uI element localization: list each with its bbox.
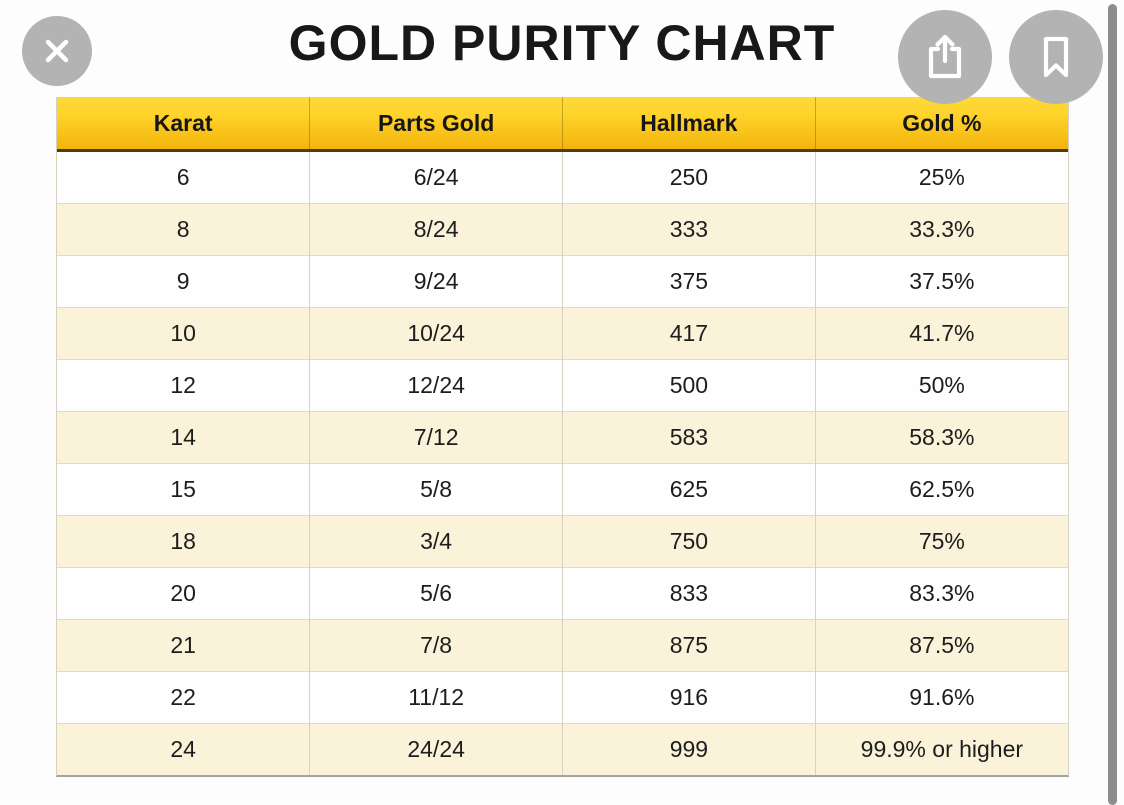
vertical-scrollbar[interactable]	[1108, 4, 1117, 805]
cell-gold-percent: 33.3%	[814, 203, 1068, 256]
bookmark-button[interactable]	[1009, 10, 1103, 104]
table-row: 14 7/12 583 58.3%	[57, 411, 1068, 464]
cell-gold-percent: 91.6%	[814, 671, 1068, 724]
table-row: 22 11/12 916 91.6%	[57, 671, 1068, 724]
share-icon	[921, 32, 969, 82]
cell-karat: 8	[57, 203, 310, 256]
cell-hallmark: 875	[562, 619, 816, 672]
cell-karat: 6	[57, 150, 310, 204]
cell-gold-percent: 58.3%	[814, 411, 1068, 464]
cell-karat: 15	[57, 463, 310, 516]
table-header-row: Karat Parts Gold Hallmark Gold %	[57, 97, 1068, 152]
close-button[interactable]	[22, 16, 92, 86]
cell-parts-gold: 7/12	[309, 411, 563, 464]
close-icon	[40, 34, 74, 68]
cell-gold-percent: 87.5%	[814, 619, 1068, 672]
cell-karat: 21	[57, 619, 310, 672]
cell-parts-gold: 11/12	[309, 671, 563, 724]
cell-hallmark: 750	[562, 515, 816, 568]
cell-gold-percent: 62.5%	[814, 463, 1068, 516]
column-header-hallmark: Hallmark	[562, 97, 816, 152]
cell-hallmark: 500	[562, 359, 816, 412]
cell-gold-percent: 99.9% or higher	[814, 723, 1068, 775]
table-row: 8 8/24 333 33.3%	[57, 203, 1068, 256]
cell-hallmark: 375	[562, 255, 816, 308]
share-button[interactable]	[898, 10, 992, 104]
cell-hallmark: 625	[562, 463, 816, 516]
cell-parts-gold: 8/24	[309, 203, 563, 256]
cell-parts-gold: 12/24	[309, 359, 563, 412]
cell-hallmark: 417	[562, 307, 816, 360]
cell-parts-gold: 5/6	[309, 567, 563, 620]
table-body: 6 6/24 250 25% 8 8/24 333 33.3% 9 9/24 375 37.5% 10 1…	[57, 150, 1068, 775]
cell-karat: 14	[57, 411, 310, 464]
table-row: 12 12/24 500 50%	[57, 359, 1068, 412]
table-row: 18 3/4 750 75%	[57, 515, 1068, 568]
cell-hallmark: 583	[562, 411, 816, 464]
column-header-gold-percent: Gold %	[814, 97, 1068, 152]
cell-gold-percent: 41.7%	[814, 307, 1068, 360]
cell-hallmark: 999	[562, 723, 816, 775]
page-title: GOLD PURITY CHART	[288, 15, 836, 71]
cell-hallmark: 916	[562, 671, 816, 724]
cell-gold-percent: 50%	[814, 359, 1068, 412]
cell-parts-gold: 9/24	[309, 255, 563, 308]
cell-parts-gold: 6/24	[309, 150, 563, 204]
cell-hallmark: 250	[562, 150, 816, 204]
cell-karat: 18	[57, 515, 310, 568]
table-row: 20 5/6 833 83.3%	[57, 567, 1068, 620]
cell-karat: 22	[57, 671, 310, 724]
column-header-karat: Karat	[57, 97, 310, 152]
table-row: 21 7/8 875 87.5%	[57, 619, 1068, 672]
cell-karat: 12	[57, 359, 310, 412]
cell-karat: 24	[57, 723, 310, 775]
cell-parts-gold: 5/8	[309, 463, 563, 516]
cell-parts-gold: 3/4	[309, 515, 563, 568]
table-row: 9 9/24 375 37.5%	[57, 255, 1068, 308]
cell-karat: 10	[57, 307, 310, 360]
table-row: 10 10/24 417 41.7%	[57, 307, 1068, 360]
cell-parts-gold: 7/8	[309, 619, 563, 672]
bookmark-ribbon-icon	[1034, 33, 1078, 81]
cell-gold-percent: 83.3%	[814, 567, 1068, 620]
table-row: 24 24/24 999 99.9% or higher	[57, 723, 1068, 775]
table-row: 15 5/8 625 62.5%	[57, 463, 1068, 516]
gold-purity-table: Karat Parts Gold Hallmark Gold % 6 6/24 25…	[56, 97, 1069, 777]
cell-hallmark: 833	[562, 567, 816, 620]
cell-karat: 20	[57, 567, 310, 620]
cell-karat: 9	[57, 255, 310, 308]
column-header-parts-gold: Parts Gold	[309, 97, 563, 152]
cell-parts-gold: 10/24	[309, 307, 563, 360]
cell-gold-percent: 75%	[814, 515, 1068, 568]
cell-parts-gold: 24/24	[309, 723, 563, 775]
table-row: 6 6/24 250 25%	[57, 150, 1068, 204]
cell-gold-percent: 25%	[814, 150, 1068, 204]
cell-hallmark: 333	[562, 203, 816, 256]
cell-gold-percent: 37.5%	[814, 255, 1068, 308]
